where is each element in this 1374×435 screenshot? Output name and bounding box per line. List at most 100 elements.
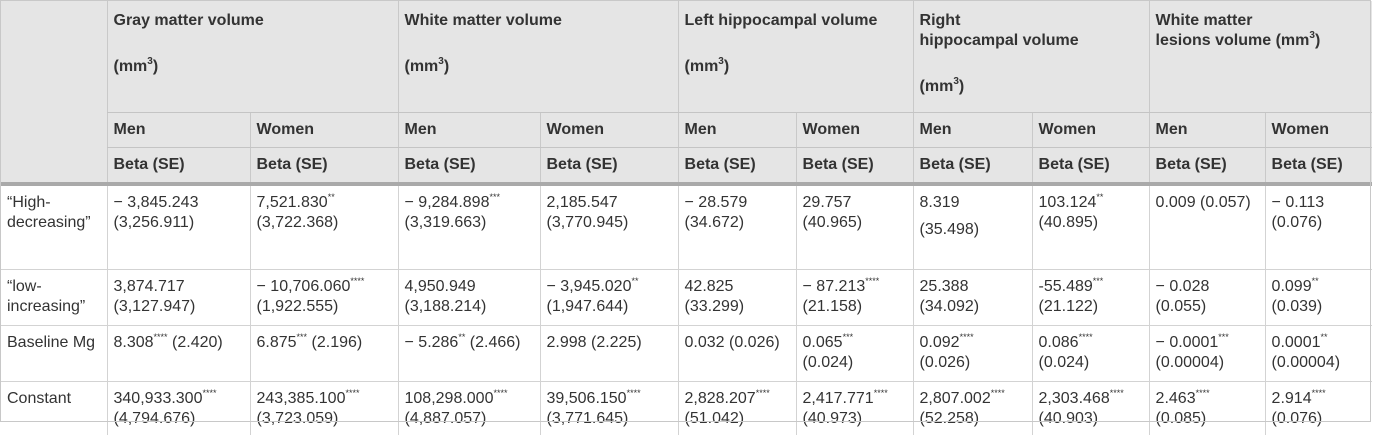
cell-se: (21.158) [803,298,863,315]
cell-value: 2,417.771 [803,390,874,407]
significance-marker: *** [1093,276,1104,286]
cell-value: 6.875 [257,334,297,351]
table-cell: -55.489***(21.122) [1032,270,1149,326]
cell-se: (0.085) [1156,410,1207,427]
cell-se: (1,922.555) [257,298,339,315]
header-stat: Beta (SE) [398,148,540,185]
header-stat: Beta (SE) [540,148,678,185]
cell-value: 108,298.000 [405,390,494,407]
table-cell: 0.065***(0.024) [796,326,913,382]
cell-se: (0.00004) [1156,354,1225,371]
table-cell: − 0.0001***(0.00004) [1149,326,1265,382]
significance-marker: **** [1196,388,1210,398]
significance-marker: **** [1079,332,1093,342]
cell-value: 103.124 [1039,194,1097,211]
cell-se: (3,770.945) [547,214,629,231]
cell-value: 25.388 [920,278,969,295]
table-row: “High-decreasing”− 3,845.243(3,256.911)7… [1,184,1372,270]
cell-se: (51.042) [685,410,745,427]
header-sex: Women [1265,113,1372,148]
cell-se: (40.965) [803,214,863,231]
header-right-hippocampal: Right hippocampal volume (mm3) [913,1,1149,113]
header-stat: Beta (SE) [1032,148,1149,185]
table-cell: 0.009 (0.057) [1149,184,1265,270]
cell-value: 29.757 [803,194,852,211]
cell-value: − 10,706.060 [257,278,351,295]
significance-marker: ** [458,332,465,342]
cell-se: (2.196) [312,334,363,351]
table-cell: 0.092****(0.026) [913,326,1032,382]
table-cell: 0.032 (0.026) [678,326,796,382]
cell-se: (3,771.645) [547,410,629,427]
cell-value: − 87.213 [803,278,866,295]
cell-value: 39,506.150 [547,390,627,407]
cell-value: 243,385.100 [257,390,346,407]
table-cell: − 0.028(0.055) [1149,270,1265,326]
cell-value: − 9,284.898 [405,194,490,211]
cell-se: (0.039) [1272,298,1323,315]
significance-marker: **** [865,276,879,286]
cell-value: 0.092 [920,334,960,351]
cell-value: − 28.579 [685,194,748,211]
table-cell: 6.875*** (2.196) [250,326,398,382]
cell-se: (0.076) [1272,214,1323,231]
cell-value: 0.0001 [1272,334,1321,351]
header-stat: Beta (SE) [107,148,250,185]
table-row: “low-increasing”3,874.717(3,127.947)− 10… [1,270,1372,326]
header-stat: Beta (SE) [796,148,913,185]
cell-value: 8.319 [920,194,960,211]
table-cell: 25.388(34.092) [913,270,1032,326]
cell-se: (3,127.947) [114,298,196,315]
cell-value: 0.099 [1272,278,1312,295]
header-stat: Beta (SE) [1265,148,1372,185]
cell-value: 42.825 [685,278,734,295]
cell-value: 2.463 [1156,390,1196,407]
header-sex-row: Men Women Men Women Men Women Men Women … [1,113,1372,148]
table-cell: 2,417.771****(40.973) [796,382,913,435]
table-cell: 4,950.949(3,188.214) [398,270,540,326]
cell-se: (2.420) [172,334,223,351]
header-sex: Men [107,113,250,148]
cell-se: (2.466) [470,334,521,351]
significance-marker: *** [297,332,308,342]
header-sex: Men [1149,113,1265,148]
header-sex: Men [678,113,796,148]
cell-se: (33.299) [685,298,745,315]
header-left-hippocampal: Left hippocampal volume (mm3) [678,1,913,113]
table-cell: 2.463**** (0.085) [1149,382,1265,435]
header-sex: Men [398,113,540,148]
header-sex: Women [796,113,913,148]
cell-se: (35.498) [920,221,980,238]
significance-marker: **** [756,388,770,398]
cell-se: (0.024) [803,354,854,371]
significance-marker: ** [1312,276,1319,286]
table-cell: 103.124**(40.895) [1032,184,1149,270]
header-sex: Women [540,113,678,148]
significance-marker: **** [493,388,507,398]
significance-marker: *** [1218,332,1229,342]
cell-value: 340,933.300 [114,390,203,407]
significance-marker: *** [843,332,854,342]
table-cell: 7,521.830**(3,722.368) [250,184,398,270]
significance-marker: **** [960,332,974,342]
significance-marker: **** [350,276,364,286]
header-sex: Men [913,113,1032,148]
cell-se: (34.672) [685,214,745,231]
cell-se: (4,887.057) [405,410,487,427]
cell-value: 2.998 (2.225) [547,334,642,351]
table-cell: 42.825 (33.299) [678,270,796,326]
table-cell: 2.914****(0.076) [1265,382,1372,435]
header-white-matter: White matter volume (mm3) [398,1,678,113]
header-stat-row: Beta (SE) Beta (SE) Beta (SE) Beta (SE) … [1,148,1372,185]
table-cell: 0.086****(0.024) [1032,326,1149,382]
cell-value: -55.489 [1039,278,1093,295]
header-corner [1,1,107,113]
cell-se: (3,188.214) [405,298,487,315]
table-cell: 2,303.468****(40.903) [1032,382,1149,435]
table-cell: − 87.213**** (21.158) [796,270,913,326]
table-cell: 2,185.547(3,770.945) [540,184,678,270]
table-body: “High-decreasing”− 3,845.243(3,256.911)7… [1,184,1372,435]
cell-value: 2,807.002 [920,390,991,407]
cell-value: − 5.286 [405,334,459,351]
